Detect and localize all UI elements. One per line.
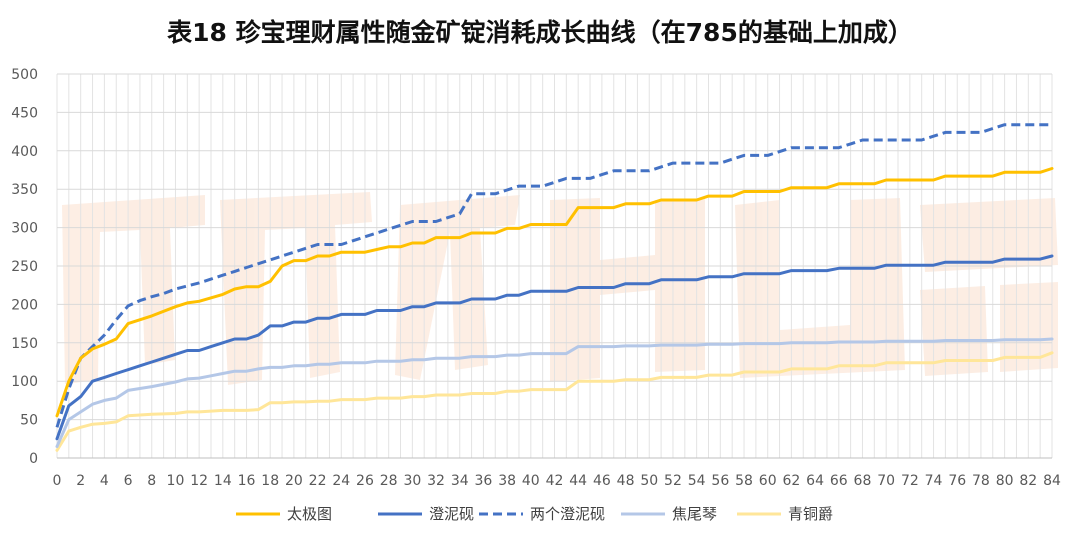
- series-lines: [55, 123, 1054, 452]
- x-tick-label: 0: [53, 473, 62, 489]
- y-tick-label: 100: [11, 374, 38, 390]
- series-line-3: [55, 337, 1054, 448]
- x-tick-label: 76: [948, 473, 966, 489]
- x-tick-label: 18: [261, 473, 279, 489]
- x-tick-label: 70: [877, 473, 895, 489]
- x-tick-label: 14: [214, 473, 232, 489]
- x-tick-label: 78: [972, 473, 990, 489]
- series-line-1: [55, 254, 1054, 441]
- series-line-0: [55, 167, 1054, 418]
- x-tick-label: 20: [285, 473, 303, 489]
- y-tick-label: 150: [11, 336, 38, 352]
- y-tick-label: 450: [11, 105, 38, 121]
- x-tick-label: 54: [688, 473, 706, 489]
- x-tick-label: 68: [854, 473, 872, 489]
- x-tick-label: 38: [498, 473, 516, 489]
- x-tick-label: 30: [403, 473, 421, 489]
- series-line-2: [55, 123, 1052, 428]
- x-tick-label: 46: [593, 473, 611, 489]
- legend-label-3: 焦尾琴: [672, 505, 717, 523]
- x-tick-label: 40: [522, 473, 540, 489]
- x-tick-label: 80: [996, 473, 1014, 489]
- x-tick-label: 84: [1043, 473, 1061, 489]
- x-tick-label: 22: [309, 473, 327, 489]
- x-tick-label: 28: [380, 473, 398, 489]
- x-tick-label: 26: [356, 473, 374, 489]
- x-tick-label: 24: [332, 473, 350, 489]
- x-tick-label: 74: [925, 473, 943, 489]
- y-tick-label: 400: [11, 144, 38, 160]
- x-tick-label: 56: [711, 473, 729, 489]
- legend-label-1: 澄泥砚: [429, 505, 474, 523]
- x-tick-label: 48: [617, 473, 635, 489]
- x-tick-label: 52: [664, 473, 682, 489]
- grid: [56, 73, 1053, 459]
- x-tick-label: 2: [76, 473, 85, 489]
- x-tick-label: 36: [475, 473, 493, 489]
- x-tick-label: 32: [427, 473, 445, 489]
- y-tick-label: 250: [11, 259, 38, 275]
- series-line-4: [55, 351, 1054, 452]
- legend-label-0: 太极图: [287, 505, 332, 523]
- x-tick-label: 60: [759, 473, 777, 489]
- x-tick-label: 8: [147, 473, 156, 489]
- chart-title: 表18 珍宝理财属性随金矿锭消耗成长曲线（在785的基础上加成）: [167, 18, 913, 47]
- x-tick-label: 64: [806, 473, 824, 489]
- legend-label-4: 青铜爵: [788, 505, 833, 523]
- x-tick-label: 62: [782, 473, 800, 489]
- x-tick-label: 82: [1019, 473, 1037, 489]
- x-tick-label: 34: [451, 473, 469, 489]
- x-tick-label: 6: [124, 473, 133, 489]
- x-tick-label: 72: [901, 473, 919, 489]
- y-tick-label: 200: [11, 297, 38, 313]
- x-tick-label: 44: [569, 473, 587, 489]
- y-tick-label: 0: [29, 451, 38, 467]
- x-tick-label: 66: [830, 473, 848, 489]
- y-tick-label: 50: [20, 413, 38, 429]
- y-tick-label: 300: [11, 221, 38, 237]
- y-tick-label: 500: [11, 67, 38, 83]
- x-tick-label: 42: [546, 473, 564, 489]
- x-tick-label: 58: [735, 473, 753, 489]
- x-tick-label: 4: [100, 473, 109, 489]
- legend: 太极图 澄泥砚 两个澄泥砚 焦尾琴 青铜爵: [236, 505, 833, 523]
- x-tick-label: 10: [167, 473, 185, 489]
- y-tick-label: 350: [11, 182, 38, 198]
- x-tick-label: 12: [190, 473, 208, 489]
- legend-label-2: 两个澄泥砚: [530, 505, 605, 523]
- x-tick-label: 16: [238, 473, 256, 489]
- x-tick-label: 50: [640, 473, 658, 489]
